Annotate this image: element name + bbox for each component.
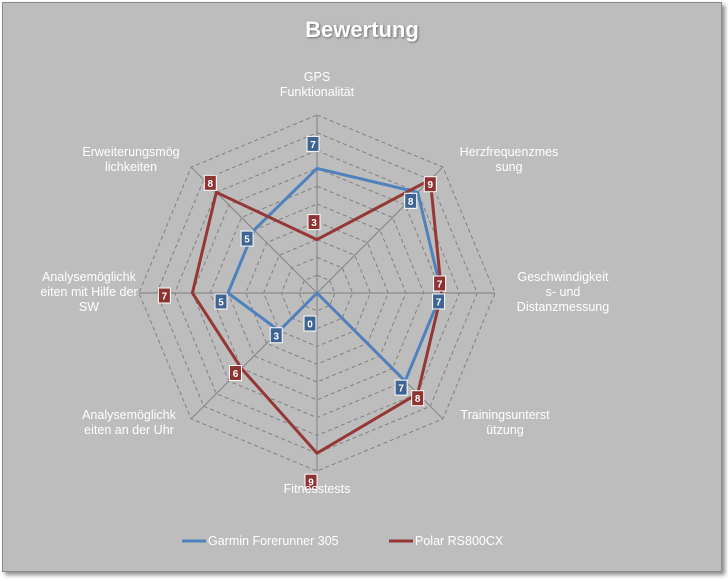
data-label-box	[214, 293, 228, 310]
data-label: 6	[228, 365, 242, 382]
data-label: 3	[307, 214, 321, 231]
data-label: 7	[432, 293, 446, 310]
axis-label: Herzfrequenzmes sung	[460, 145, 559, 174]
data-label: 7	[306, 135, 320, 152]
data-label-text: 7	[436, 298, 442, 309]
series-line-polar	[190, 178, 444, 455]
data-label: 8	[404, 192, 418, 209]
data-label: 7	[433, 275, 447, 292]
data-label-box	[269, 327, 283, 344]
data-label-box	[203, 174, 217, 191]
data-label-text: 9	[308, 478, 314, 489]
axis-label: Analysemöglichk eiten an der Uhr	[82, 408, 177, 437]
data-label-text: 8	[408, 197, 414, 208]
data-label-box	[423, 176, 437, 193]
chart-frame: Bewertung 7 8 7 7 0 3 5 5 3 9 7 8 9 6 7 8 GPS Funktionali…	[2, 2, 722, 572]
data-label: 7	[157, 287, 171, 304]
legend: Garmin Forerunner 305 Polar RS800CX	[182, 534, 504, 548]
data-label-box	[433, 275, 447, 292]
legend-label: Polar RS800CX	[415, 534, 504, 548]
data-label-text: 7	[437, 280, 443, 291]
data-label: 9	[304, 473, 318, 490]
data-label: 8	[203, 174, 217, 191]
data-label-box	[404, 192, 418, 209]
data-label-box	[394, 379, 408, 396]
data-label: 5	[240, 230, 254, 247]
data-label-box	[228, 365, 242, 382]
data-label-text: 9	[427, 180, 433, 191]
chart-title: Bewertung	[305, 17, 419, 42]
axis-label: GPS Funktionalität	[280, 70, 355, 99]
data-label-box	[157, 287, 171, 304]
data-label: 8	[411, 390, 425, 407]
data-label-box	[240, 230, 254, 247]
grid-ring	[209, 185, 425, 401]
data-label-text: 5	[244, 235, 250, 246]
data-label-text: 0	[307, 320, 313, 331]
axis-label: Geschwindigkeit s- und Distanzmessung	[517, 270, 609, 314]
data-label: 3	[269, 327, 283, 344]
data-label-text: 7	[310, 140, 316, 151]
series-line-garmin	[226, 166, 444, 383]
data-label-text: 3	[273, 331, 279, 342]
data-label-box	[303, 315, 317, 332]
data-label-text: 6	[233, 369, 239, 380]
data-label-text: 7	[398, 384, 404, 395]
data-label-text: 8	[208, 179, 214, 190]
axis-label: Analysemöglichk eiten mit Hilfe der SW	[40, 270, 137, 314]
data-label-text: 8	[415, 394, 421, 405]
data-label-box	[432, 293, 446, 310]
data-label: 5	[214, 293, 228, 310]
data-label-box	[411, 390, 425, 407]
data-label: 0	[303, 315, 317, 332]
data-label: 7	[394, 379, 408, 396]
axis-label: Trainingsunterst ützung	[460, 408, 550, 437]
data-label: 9	[423, 176, 437, 193]
data-label-text: 7	[162, 292, 168, 303]
axis-spoke	[316, 166, 444, 294]
data-label-box	[307, 214, 321, 231]
data-label-text: 3	[311, 218, 317, 229]
legend-label: Garmin Forerunner 305	[208, 534, 339, 548]
axis-label: Erweiterungsmög lichkeiten	[82, 145, 179, 174]
data-label-box	[304, 473, 318, 490]
axis-label: Fitnesstests	[284, 482, 351, 496]
data-label-box	[306, 135, 320, 152]
data-label-text: 5	[218, 298, 224, 309]
